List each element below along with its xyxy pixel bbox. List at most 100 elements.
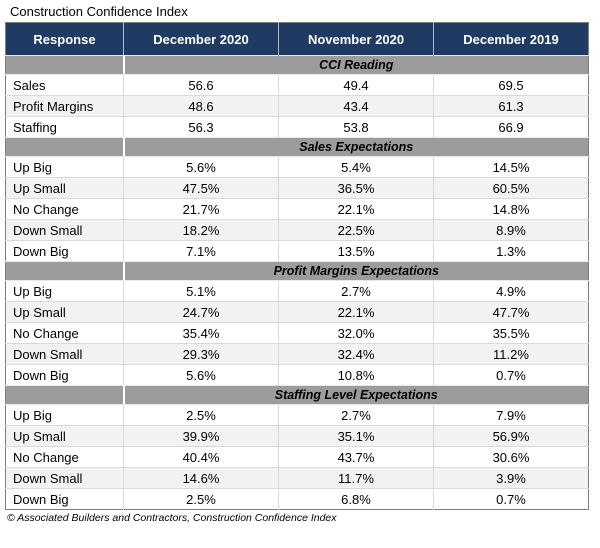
value-cell: 5.1% (123, 280, 279, 302)
cci-table: Response December 2020 November 2020 Dec… (5, 22, 589, 510)
value-cell: 0.7% (433, 364, 589, 386)
value-cell: 8.9% (433, 219, 589, 241)
value-cell: 5.4% (278, 156, 434, 178)
col-header-november-2020: November 2020 (278, 22, 434, 56)
value-cell: 32.4% (278, 343, 434, 365)
page-title: Construction Confidence Index (10, 4, 188, 19)
response-label: Down Small (5, 343, 124, 365)
value-cell: 35.1% (278, 425, 434, 447)
table-row: Up Small 24.7% 22.1% 47.7% (5, 301, 589, 323)
source-note: © Associated Builders and Contractors, C… (7, 512, 337, 524)
value-cell: 66.9 (433, 116, 589, 138)
response-label: No Change (5, 322, 124, 344)
table-row: Down Small 29.3% 32.4% 11.2% (5, 343, 589, 365)
response-label: Up Small (5, 301, 124, 323)
value-cell: 11.2% (433, 343, 589, 365)
value-cell: 5.6% (123, 156, 279, 178)
table-row: No Change 40.4% 43.7% 30.6% (5, 446, 589, 468)
value-cell: 10.8% (278, 364, 434, 386)
value-cell: 53.8 (278, 116, 434, 138)
value-cell: 60.5% (433, 177, 589, 199)
table-row: Down Small 14.6% 11.7% 3.9% (5, 467, 589, 489)
response-label: Down Big (5, 240, 124, 262)
table-row: Up Big 5.6% 5.4% 14.5% (5, 156, 589, 178)
table-row: No Change 35.4% 32.0% 35.5% (5, 322, 589, 344)
table-row: Down Big 2.5% 6.8% 0.7% (5, 488, 589, 510)
section-header-row: Profit Margins Expectations (5, 261, 589, 281)
table-row: Sales 56.6 49.4 69.5 (5, 74, 589, 96)
value-cell: 49.4 (278, 74, 434, 96)
value-cell: 32.0% (278, 322, 434, 344)
value-cell: 2.7% (278, 404, 434, 426)
value-cell: 24.7% (123, 301, 279, 323)
page: Construction Confidence Index Response D… (0, 4, 600, 548)
col-header-response: Response (5, 22, 124, 56)
response-label: No Change (5, 198, 124, 220)
table-row: Staffing 56.3 53.8 66.9 (5, 116, 589, 138)
header-row: Response December 2020 November 2020 Dec… (5, 22, 589, 56)
value-cell: 14.8% (433, 198, 589, 220)
value-cell: 0.7% (433, 488, 589, 510)
section-spacer-cell (5, 137, 125, 157)
table-row: Down Big 5.6% 10.8% 0.7% (5, 364, 589, 386)
table-row: Up Big 2.5% 2.7% 7.9% (5, 404, 589, 426)
value-cell: 56.3 (123, 116, 279, 138)
section-spacer-cell (5, 55, 125, 75)
value-cell: 22.1% (278, 198, 434, 220)
section-spacer-cell (5, 385, 125, 405)
section-label: Sales Expectations (123, 137, 589, 157)
value-cell: 14.6% (123, 467, 279, 489)
value-cell: 5.6% (123, 364, 279, 386)
value-cell: 22.1% (278, 301, 434, 323)
table-row: Profit Margins 48.6 43.4 61.3 (5, 95, 589, 117)
value-cell: 47.7% (433, 301, 589, 323)
table-row: Up Big 5.1% 2.7% 4.9% (5, 280, 589, 302)
table-row: Down Big 7.1% 13.5% 1.3% (5, 240, 589, 262)
table-row: No Change 21.7% 22.1% 14.8% (5, 198, 589, 220)
response-label: Up Small (5, 425, 124, 447)
value-cell: 56.9% (433, 425, 589, 447)
value-cell: 40.4% (123, 446, 279, 468)
value-cell: 29.3% (123, 343, 279, 365)
value-cell: 4.9% (433, 280, 589, 302)
value-cell: 18.2% (123, 219, 279, 241)
section-label: Profit Margins Expectations (123, 261, 589, 281)
value-cell: 2.5% (123, 488, 279, 510)
value-cell: 43.7% (278, 446, 434, 468)
response-label: Down Small (5, 467, 124, 489)
value-cell: 56.6 (123, 74, 279, 96)
value-cell: 35.5% (433, 322, 589, 344)
table-row: Up Small 47.5% 36.5% 60.5% (5, 177, 589, 199)
value-cell: 3.9% (433, 467, 589, 489)
response-label: Up Small (5, 177, 124, 199)
col-header-december-2020: December 2020 (123, 22, 279, 56)
value-cell: 2.7% (278, 280, 434, 302)
value-cell: 7.9% (433, 404, 589, 426)
section-header-row: CCI Reading (5, 55, 589, 75)
table-row: Up Small 39.9% 35.1% 56.9% (5, 425, 589, 447)
response-label: Staffing (5, 116, 124, 138)
response-label: Up Big (5, 156, 124, 178)
value-cell: 39.9% (123, 425, 279, 447)
value-cell: 13.5% (278, 240, 434, 262)
response-label: Up Big (5, 404, 124, 426)
value-cell: 21.7% (123, 198, 279, 220)
section-spacer-cell (5, 261, 125, 281)
response-label: Down Big (5, 488, 124, 510)
value-cell: 47.5% (123, 177, 279, 199)
response-label: Up Big (5, 280, 124, 302)
value-cell: 14.5% (433, 156, 589, 178)
value-cell: 48.6 (123, 95, 279, 117)
value-cell: 69.5 (433, 74, 589, 96)
value-cell: 22.5% (278, 219, 434, 241)
col-header-december-2019: December 2019 (433, 22, 589, 56)
value-cell: 1.3% (433, 240, 589, 262)
value-cell: 30.6% (433, 446, 589, 468)
value-cell: 36.5% (278, 177, 434, 199)
response-label: Profit Margins (5, 95, 124, 117)
value-cell: 6.8% (278, 488, 434, 510)
response-label: No Change (5, 446, 124, 468)
response-label: Sales (5, 74, 124, 96)
value-cell: 43.4 (278, 95, 434, 117)
value-cell: 35.4% (123, 322, 279, 344)
